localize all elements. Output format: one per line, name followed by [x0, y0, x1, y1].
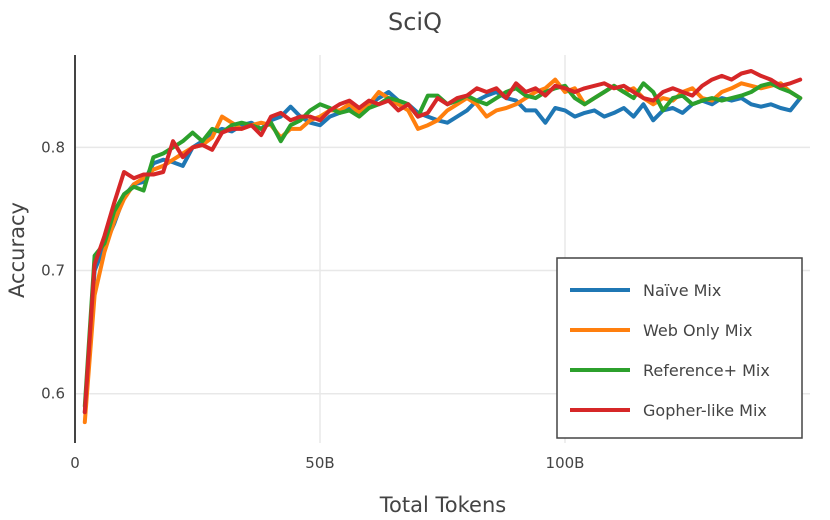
legend-label-gopher-like-mix: Gopher-like Mix	[643, 401, 767, 420]
x-axis-title: Total Tokens	[379, 493, 506, 517]
legend-label-na-ve-mix: Naïve Mix	[643, 281, 721, 300]
legend-label-web-only-mix: Web Only Mix	[643, 321, 752, 340]
x-tick-labels: 0 50B 100B	[70, 454, 584, 472]
x-tick-label-0: 0	[70, 454, 80, 472]
y-tick-label-0-7: 0.7	[41, 262, 65, 280]
legend-label-reference-mix: Reference+ Mix	[643, 361, 770, 380]
y-tick-labels: 0.6 0.7 0.8	[41, 138, 65, 402]
series-lines	[82, 69, 803, 425]
y-tick-label-0-8: 0.8	[41, 138, 65, 156]
series-line-gopher-like-mix	[82, 69, 803, 415]
legend: Naïve Mix Web Only Mix Reference+ Mix Gophe…	[556, 257, 803, 439]
x-tick-label-100b: 100B	[546, 454, 585, 472]
y-axis-title: Accuracy	[5, 202, 29, 298]
y-tick-label-0-6: 0.6	[41, 385, 65, 403]
chart-title: SciQ	[388, 8, 442, 36]
x-tick-label-50b: 50B	[305, 454, 334, 472]
